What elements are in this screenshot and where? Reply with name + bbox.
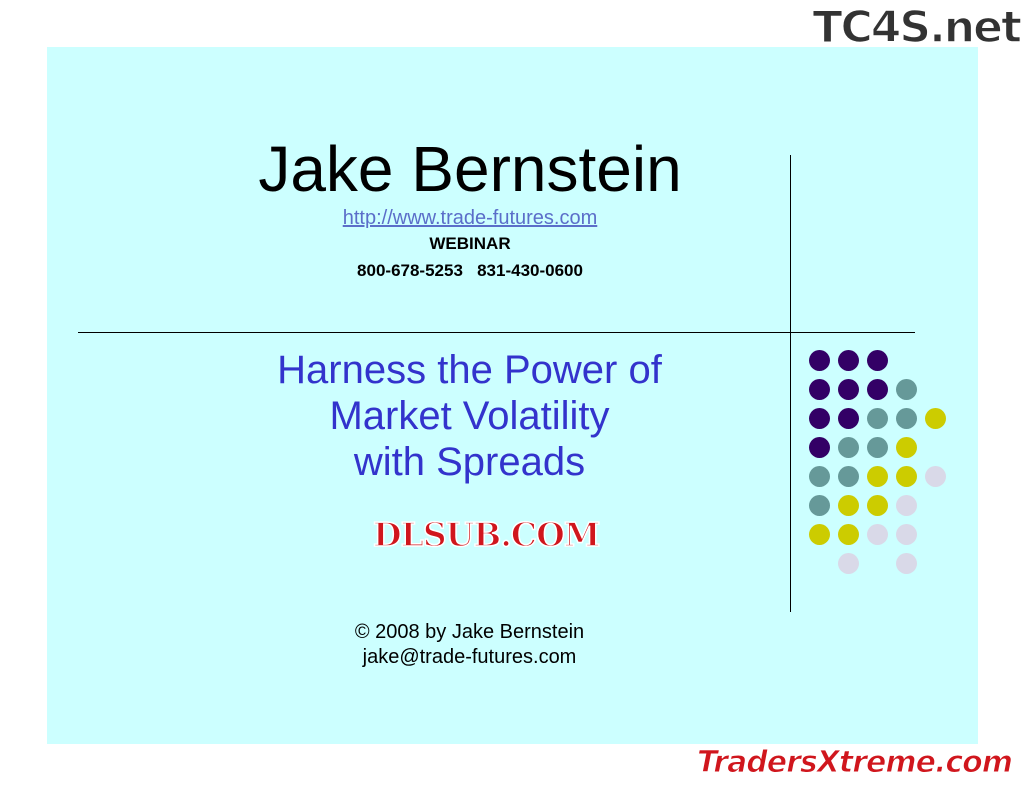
slide-title: Jake Bernstein xyxy=(258,133,682,205)
slide: Jake Bernstein http://www.trade-futures.… xyxy=(47,47,978,744)
dot xyxy=(809,350,830,371)
dot xyxy=(809,408,830,429)
dot xyxy=(838,437,859,458)
dot xyxy=(838,350,859,371)
webinar-label: WEBINAR xyxy=(429,234,511,253)
dot xyxy=(838,408,859,429)
dot xyxy=(896,437,917,458)
dot xyxy=(896,495,917,516)
dot xyxy=(838,553,859,574)
dot xyxy=(896,408,917,429)
dot xyxy=(867,466,888,487)
dlsub-watermark-logo: DLSUB.COM xyxy=(372,514,601,555)
website-link[interactable]: http://www.trade-futures.com xyxy=(342,207,598,229)
dot xyxy=(925,466,946,487)
dot xyxy=(896,379,917,400)
dot xyxy=(838,379,859,400)
dot xyxy=(896,524,917,545)
dot xyxy=(838,466,859,487)
phone-numbers: 800-678-5253 831-430-0600 xyxy=(357,261,583,280)
dot xyxy=(925,408,946,429)
dot xyxy=(809,379,830,400)
tradersxtreme-watermark-logo: TradersXtreme.com xyxy=(697,745,1014,781)
dot xyxy=(867,379,888,400)
vertical-divider xyxy=(790,155,791,612)
slide-subtitle: Harness the Power of Market Volatility w… xyxy=(217,347,722,485)
dot xyxy=(809,437,830,458)
email-text: jake@trade-futures.com xyxy=(362,646,577,668)
dot xyxy=(867,350,888,371)
subtitle-line: Market Volatility xyxy=(329,394,610,438)
horizontal-divider xyxy=(78,332,915,333)
dot xyxy=(809,495,830,516)
dot xyxy=(867,524,888,545)
copyright-text: © 2008 by Jake Bernstein xyxy=(354,621,585,643)
dot xyxy=(896,553,917,574)
copyright-block: © 2008 by Jake Bernstein jake@trade-futu… xyxy=(227,620,712,670)
subtitle-line: Harness the Power of xyxy=(277,348,662,392)
dot xyxy=(809,524,830,545)
dot xyxy=(838,524,859,545)
dot xyxy=(867,408,888,429)
tc4s-watermark-logo: TC4S.net xyxy=(812,1,1023,54)
dot xyxy=(809,466,830,487)
dot xyxy=(896,466,917,487)
dot xyxy=(838,495,859,516)
subtitle-line: with Spreads xyxy=(353,440,586,484)
dot xyxy=(867,495,888,516)
dot xyxy=(867,437,888,458)
